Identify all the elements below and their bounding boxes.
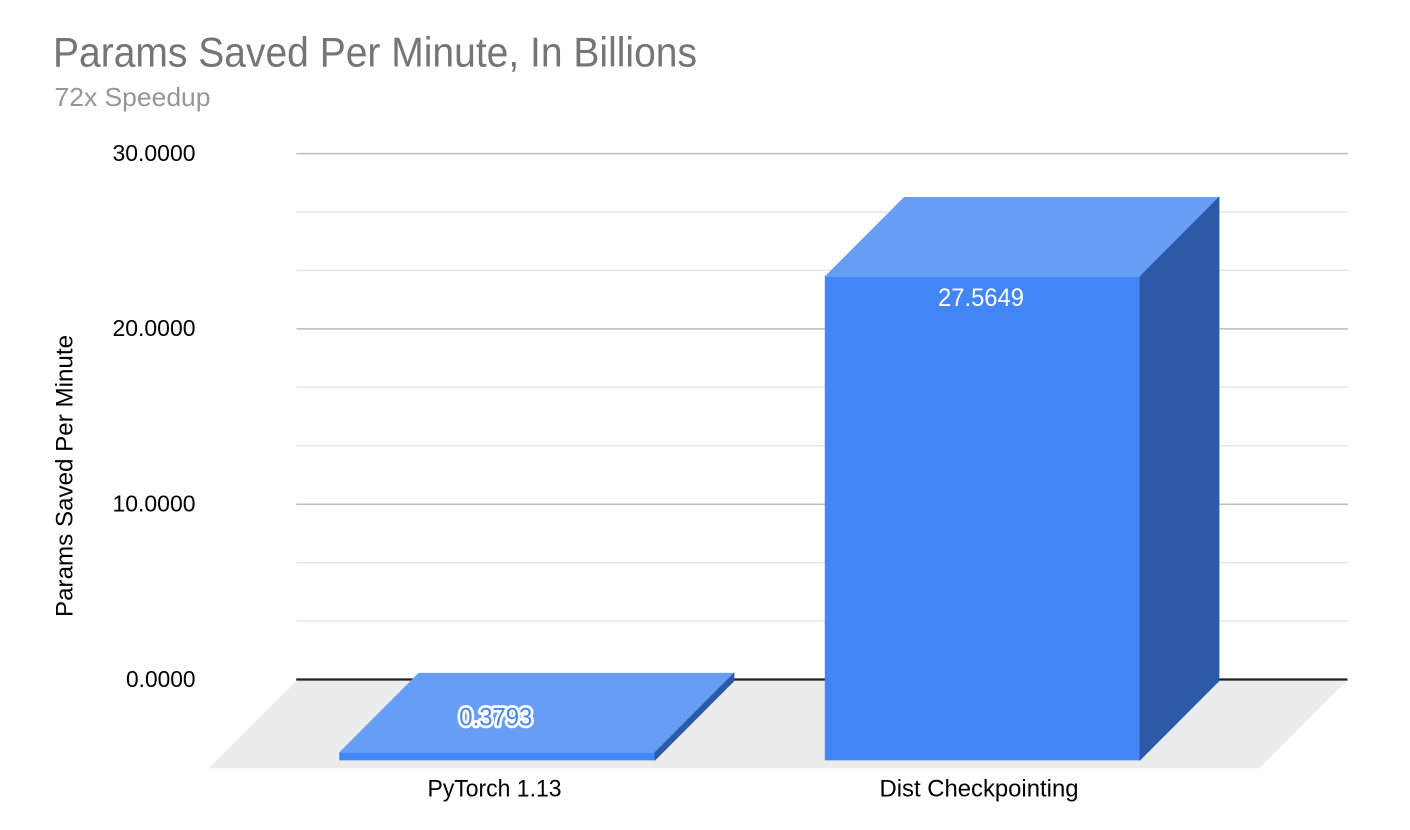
- svg-text:PyTorch 1.13: PyTorch 1.13: [428, 776, 562, 803]
- svg-text:20.0000: 20.0000: [113, 315, 196, 341]
- svg-text:Dist Checkpointing: Dist Checkpointing: [880, 776, 1079, 803]
- svg-text:10.0000: 10.0000: [113, 491, 196, 517]
- svg-text:0.0000: 0.0000: [126, 666, 196, 692]
- svg-text:Params Saved Per Minute, In Bi: Params Saved Per Minute, In Billions: [53, 29, 697, 76]
- svg-text:30.0000: 30.0000: [113, 140, 196, 166]
- svg-text:0.3793: 0.3793: [459, 704, 532, 732]
- svg-text:27.5649: 27.5649: [938, 284, 1024, 312]
- svg-text:Params Saved Per Minute: Params Saved Per Minute: [51, 335, 78, 617]
- svg-text:72x Speedup: 72x Speedup: [55, 82, 211, 112]
